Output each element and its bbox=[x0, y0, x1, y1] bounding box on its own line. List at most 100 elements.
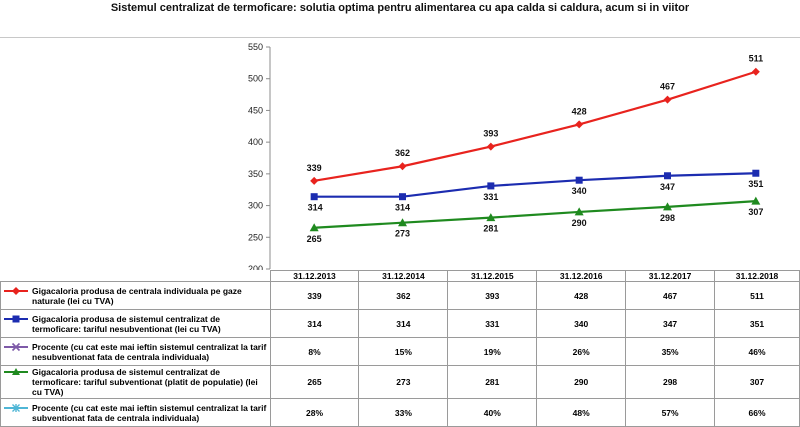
table-cell: 298 bbox=[625, 365, 716, 399]
table-cell: 35% bbox=[625, 337, 716, 366]
series-line-3 bbox=[314, 200, 756, 229]
data-label: 273 bbox=[395, 229, 410, 239]
data-label: 314 bbox=[308, 203, 323, 213]
data-point bbox=[486, 213, 496, 222]
table-cell: 273 bbox=[358, 365, 449, 399]
table-cell: 428 bbox=[536, 281, 627, 310]
category-header: 31.12.2014 bbox=[358, 270, 449, 282]
table-cell: 290 bbox=[536, 365, 627, 399]
data-point bbox=[310, 176, 319, 185]
data-point bbox=[399, 193, 406, 201]
data-label: 331 bbox=[483, 192, 498, 202]
table-cell: 15% bbox=[358, 337, 449, 366]
data-point bbox=[752, 169, 760, 177]
data-point bbox=[398, 162, 407, 171]
table-cell: 351 bbox=[714, 309, 800, 338]
table-cell: 314 bbox=[358, 309, 449, 338]
data-label: 339 bbox=[307, 163, 322, 173]
data-label: 511 bbox=[749, 54, 764, 64]
series-legend-cell: Gigacaloria produsa de sistemul centrali… bbox=[0, 365, 271, 399]
table-cell: 48% bbox=[536, 398, 627, 427]
table-cell: 307 bbox=[714, 365, 800, 399]
series-legend-cell: Gigacaloria produsa de sistemul centrali… bbox=[0, 309, 271, 338]
table-row: Gigacaloria produsa de centrala individu… bbox=[0, 281, 800, 310]
table-cell: 281 bbox=[447, 365, 538, 399]
data-label: 314 bbox=[395, 203, 410, 213]
table-cell: 347 bbox=[625, 309, 716, 338]
data-label: 393 bbox=[483, 129, 498, 139]
table-cell: 66% bbox=[714, 398, 800, 427]
data-label: 351 bbox=[748, 179, 763, 189]
y-tick-label: 250 bbox=[248, 232, 263, 242]
data-point bbox=[663, 95, 672, 104]
data-point bbox=[575, 120, 584, 129]
table-cell: 19% bbox=[447, 337, 538, 366]
data-point bbox=[398, 218, 407, 227]
data-label: 307 bbox=[748, 207, 763, 217]
table-cell: 340 bbox=[536, 309, 627, 338]
table-cell: 314 bbox=[269, 309, 360, 338]
table-cell: 46% bbox=[714, 337, 800, 366]
table-cell: 467 bbox=[625, 281, 716, 310]
table-row: Procente (cu cat este mai ieftin sistemu… bbox=[0, 337, 800, 366]
table-cell: 40% bbox=[447, 398, 538, 427]
series-name: Gigacaloria produsa de centrala individu… bbox=[32, 285, 242, 306]
table-cell: 362 bbox=[358, 281, 449, 310]
data-label: 290 bbox=[572, 218, 587, 228]
y-tick-label: 200 bbox=[248, 264, 263, 270]
data-point bbox=[574, 207, 584, 216]
legend-marker-icon bbox=[3, 342, 29, 352]
table-cell: 8% bbox=[269, 337, 360, 366]
line-chart: 200 250 300 350 400 450 500 550 339 362 393 428 467 5… bbox=[248, 42, 764, 270]
y-tick-label: 350 bbox=[248, 169, 263, 179]
data-point bbox=[310, 193, 318, 201]
category-header: 31.12.2016 bbox=[536, 270, 627, 282]
series-name: Gigacaloria produsa de sistemul centrali… bbox=[32, 367, 258, 397]
series-legend-cell: Procente (cu cat este mai ieftin sistemu… bbox=[0, 398, 271, 427]
category-header: 31.12.2013 bbox=[269, 270, 360, 282]
series-line-0 bbox=[313, 70, 757, 182]
data-label: 340 bbox=[572, 186, 587, 196]
data-label: 428 bbox=[572, 106, 587, 116]
series-line-1 bbox=[314, 172, 756, 198]
data-point bbox=[751, 67, 760, 76]
data-label: 467 bbox=[660, 82, 675, 92]
table-cell: 339 bbox=[269, 281, 360, 310]
series-name: Gigacaloria produsa de sistemul centrali… bbox=[32, 313, 221, 334]
y-tick-label: 450 bbox=[248, 105, 263, 115]
y-tick-label: 300 bbox=[248, 201, 263, 211]
data-label: 347 bbox=[660, 182, 675, 192]
legend-marker-icon bbox=[3, 286, 29, 296]
category-header: 31.12.2018 bbox=[714, 270, 800, 282]
data-point bbox=[575, 176, 583, 184]
data-label: 265 bbox=[307, 234, 322, 244]
table-row: Gigacaloria produsa de sistemul centrali… bbox=[0, 365, 800, 399]
y-tick-label: 500 bbox=[248, 74, 263, 84]
data-label: 362 bbox=[395, 148, 410, 158]
legend-marker-icon bbox=[3, 367, 29, 377]
frame-divider bbox=[0, 37, 800, 38]
data-label: 298 bbox=[660, 213, 675, 223]
table-cell: 57% bbox=[625, 398, 716, 427]
table-cell: 265 bbox=[269, 365, 360, 399]
series-legend-cell: Procente (cu cat este mai ieftin sistemu… bbox=[0, 337, 271, 366]
data-point bbox=[664, 172, 671, 180]
table-cell: 511 bbox=[714, 281, 800, 310]
table-cell: 28% bbox=[269, 398, 360, 427]
legend-marker-icon bbox=[3, 403, 29, 413]
category-header: 31.12.2015 bbox=[447, 270, 538, 282]
table-row: Procente (cu cat este mai ieftin sistemu… bbox=[0, 398, 800, 427]
category-header: 31.12.2017 bbox=[625, 270, 716, 282]
table-cell: 393 bbox=[447, 281, 538, 310]
table-row: Gigacaloria produsa de sistemul centrali… bbox=[0, 309, 800, 338]
table-cell: 331 bbox=[447, 309, 538, 338]
legend-marker-icon bbox=[3, 314, 29, 324]
data-point bbox=[486, 142, 495, 151]
series-name: Procente (cu cat este mai ieftin sistemu… bbox=[32, 402, 267, 423]
data-table: 31.12.2013 31.12.2014 31.12.2015 31.12.2016… bbox=[0, 270, 800, 427]
data-point bbox=[309, 223, 319, 232]
table-header-row: 31.12.2013 31.12.2014 31.12.2015 31.12.2016… bbox=[0, 270, 800, 282]
series-legend-cell: Gigacaloria produsa de centrala individu… bbox=[0, 281, 271, 310]
table-cell: 26% bbox=[536, 337, 627, 366]
data-point bbox=[663, 202, 672, 211]
